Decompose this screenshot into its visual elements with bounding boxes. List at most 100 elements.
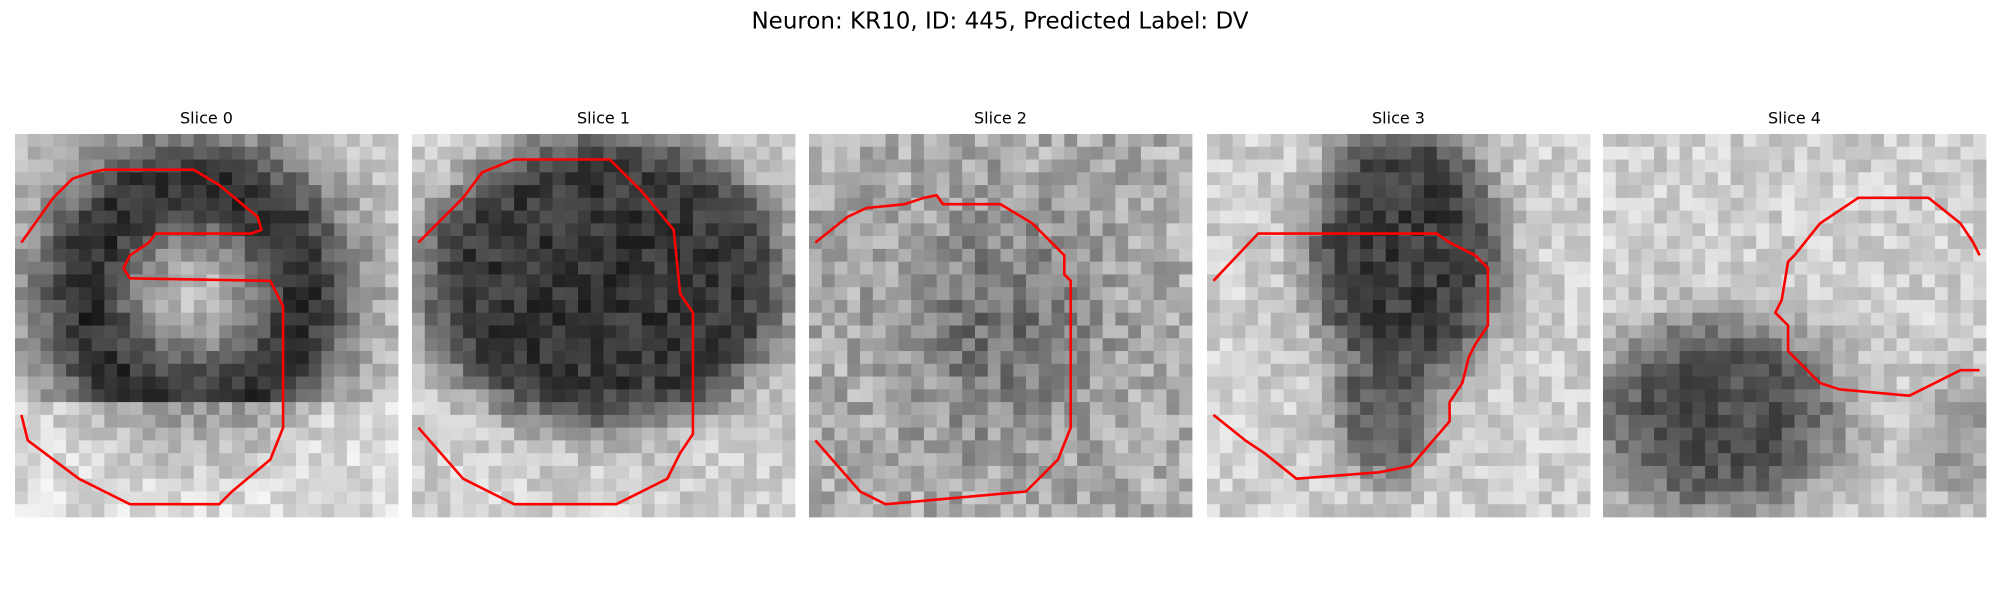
pixel [1232,261,1246,275]
pixel [1077,185,1091,199]
pixel [193,185,207,199]
pixel [1270,325,1284,339]
pixel [1768,210,1783,224]
pixel [1140,338,1155,352]
pixel [1077,236,1091,250]
pixel [1398,299,1412,314]
pixel [91,465,105,480]
pixel [180,465,195,480]
pixel [412,465,426,480]
pixel [385,223,399,237]
pixel [987,402,1001,416]
pixel [232,389,246,403]
pixel [91,299,105,314]
pixel [1666,453,1680,467]
pixel [552,134,566,148]
pixel [514,389,528,403]
pixel [1140,210,1155,224]
pixel [860,402,874,416]
pixel [1794,236,1808,250]
pixel [1166,146,1180,160]
pixel [885,236,899,250]
pixel [1179,338,1193,352]
pixel [385,146,399,160]
pixel [1743,185,1757,199]
pixel [219,134,233,148]
pixel [1551,274,1565,288]
pixel [1077,351,1091,365]
pixel [1781,376,1795,390]
pixel [1973,453,1987,467]
pixel [1102,465,1116,480]
pixel [1102,134,1116,148]
pixel [372,440,386,454]
pixel [1385,504,1399,518]
pixel [923,261,938,275]
pixel [1768,478,1783,492]
pixel [577,159,592,173]
pixel [1717,197,1732,211]
pixel [1679,427,1693,441]
pixel [809,134,823,148]
pixel [565,236,579,250]
pixel [1449,453,1463,467]
pixel [334,274,348,288]
pixel [1679,389,1693,403]
pixel [1768,351,1783,365]
pixel [1270,146,1284,160]
pixel [1781,440,1795,454]
pixel [565,414,579,429]
pixel [603,389,617,403]
pixel [501,465,515,480]
pixel [654,312,668,326]
pixel [1153,453,1167,467]
pixel [1603,134,1617,148]
pixel [974,351,989,365]
pixel [1730,402,1744,416]
pixel [1679,223,1693,237]
pixel [1385,236,1399,250]
pixel [756,274,770,288]
pixel [1551,287,1565,301]
pixel [168,185,182,199]
pixel [180,478,195,492]
pixel [1077,402,1091,416]
pixel [539,363,553,377]
pixel [372,172,386,186]
pixel [1500,338,1514,352]
pixel [1424,414,1438,429]
pixel [359,197,373,211]
pixel [1089,299,1104,314]
pixel [27,491,41,505]
pixel [847,440,861,454]
pixel [1768,159,1783,173]
pixel [1666,134,1680,148]
pixel [1258,453,1272,467]
pixel [1871,376,1885,390]
pixel [1654,146,1668,160]
pixel [1551,248,1565,263]
pixel [911,363,925,377]
pixel [308,478,322,492]
pixel [1232,236,1246,250]
pixel [437,261,451,275]
pixel [1845,172,1859,186]
pixel [1756,172,1770,186]
pixel [1475,223,1489,237]
pixel [1179,134,1193,148]
pixel [1883,146,1898,160]
pixel [743,325,758,339]
pixel [40,185,54,199]
pixel [923,312,938,326]
pixel [1153,159,1167,173]
pixel [66,363,80,377]
pixel [1219,312,1233,326]
pixel [847,427,861,441]
pixel [78,197,92,211]
pixel [1398,325,1412,339]
pixel [1820,478,1834,492]
pixel [923,172,938,186]
pixel [1398,478,1412,492]
pixel [1692,146,1706,160]
pixel [847,465,861,480]
